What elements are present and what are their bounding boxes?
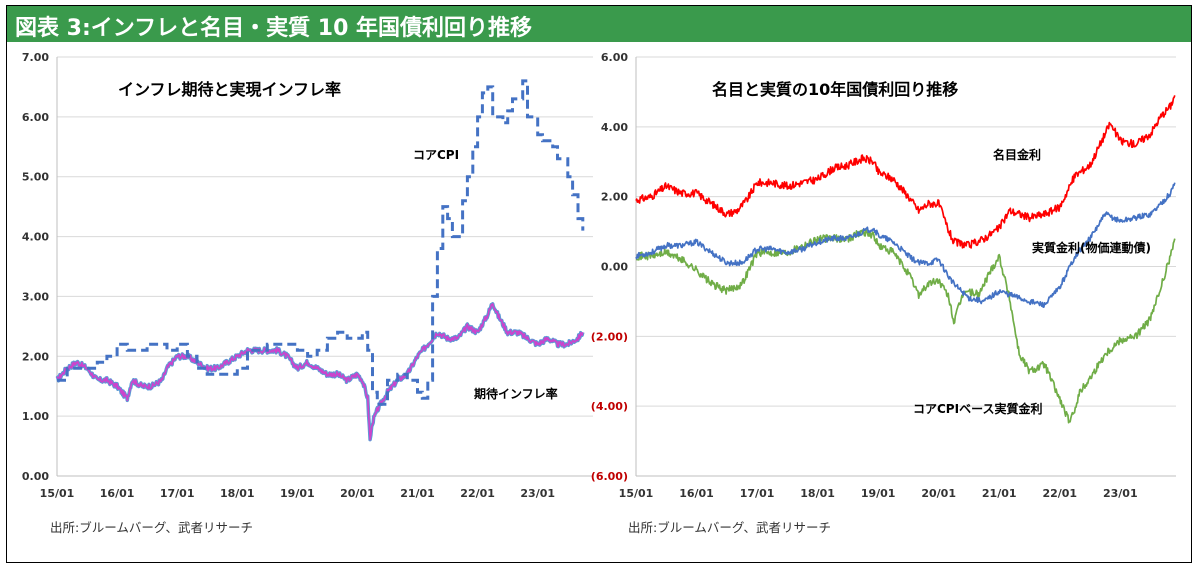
x-tick-label: 22/01	[1042, 487, 1077, 500]
x-tick-label: 23/01	[520, 487, 555, 500]
y-tick-label: 0.00	[22, 470, 49, 483]
series-real-rate	[635, 182, 1176, 308]
x-tick-label: 17/01	[740, 487, 775, 500]
x-tick-label: 19/01	[280, 487, 315, 500]
y-tick-label: 3.00	[22, 290, 49, 303]
y-tick-label: 6.00	[601, 51, 628, 64]
right-chart: 6.00 4.00 2.00 0.00 (2.00) (4.00) (6.00) 15/01 1…	[591, 51, 1176, 500]
y-tick-label: 1.00	[22, 410, 49, 423]
y-tick-label: 2.00	[601, 191, 628, 204]
x-tick-label: 20/01	[921, 487, 956, 500]
x-tick-label: 19/01	[861, 487, 896, 500]
x-tick-label: 18/01	[220, 487, 255, 500]
annotation-label: 実質金利(物価連動債)	[1032, 240, 1151, 255]
annotation-label: 名目金利	[993, 147, 1041, 162]
y-tick-label: 4.00	[601, 121, 628, 134]
left-chart: 0.00 1.00 2.00 3.00 4.00 5.00 6.00 7.00 15/01 16/…	[22, 51, 593, 500]
x-tick-label: 18/01	[800, 487, 835, 500]
x-tick-label: 20/01	[340, 487, 375, 500]
figure-header: 図表 3:インフレと名目・実質 10 年国債利回り推移	[7, 6, 1191, 42]
chart-title: インフレ期待と実現インフレ率	[118, 80, 341, 99]
x-tick-label: 22/01	[460, 487, 495, 500]
series-expected-inflation	[56, 303, 584, 441]
x-tick-label: 17/01	[160, 487, 195, 500]
source-note: 出所:ブルームバーグ、武者リサーチ	[50, 520, 253, 535]
figure-title: 図表 3:インフレと名目・実質 10 年国債利回り推移	[15, 16, 533, 41]
chart-title: 名目と実質の10年国債利回り推移	[712, 80, 958, 99]
y-tick-label: (2.00)	[591, 330, 628, 343]
x-tick-label: 16/01	[679, 487, 714, 500]
y-tick-label: 7.00	[22, 51, 49, 64]
y-tick-label: 0.00	[601, 261, 628, 274]
x-tick-label: 15/01	[619, 487, 654, 500]
y-tick-label: (4.00)	[591, 400, 628, 413]
y-tick-label: 2.00	[22, 350, 49, 363]
x-tick-label: 16/01	[100, 487, 135, 500]
figure-frame: 図表 3:インフレと名目・実質 10 年国債利回り推移	[6, 5, 1192, 563]
annotation-label: 期待インフレ率	[474, 386, 558, 401]
series-core-cpi-real-rate	[635, 228, 1176, 424]
x-tick-label: 21/01	[982, 487, 1017, 500]
y-tick-label: 4.00	[22, 231, 49, 244]
annotation-label: コアCPI	[413, 148, 459, 162]
source-note: 出所:ブルームバーグ、武者リサーチ	[628, 520, 831, 535]
y-tick-label: 6.00	[22, 111, 49, 124]
annotation-label: コアCPIベース実質金利	[913, 401, 1042, 416]
x-tick-label: 21/01	[400, 487, 435, 500]
x-tick-label: 23/01	[1103, 487, 1138, 500]
x-tick-label: 15/01	[40, 487, 75, 500]
y-tick-label: 5.00	[22, 171, 49, 184]
series-nominal-rate	[635, 95, 1176, 249]
y-tick-label: (6.00)	[591, 470, 628, 483]
series-core-cpi	[57, 79, 585, 406]
